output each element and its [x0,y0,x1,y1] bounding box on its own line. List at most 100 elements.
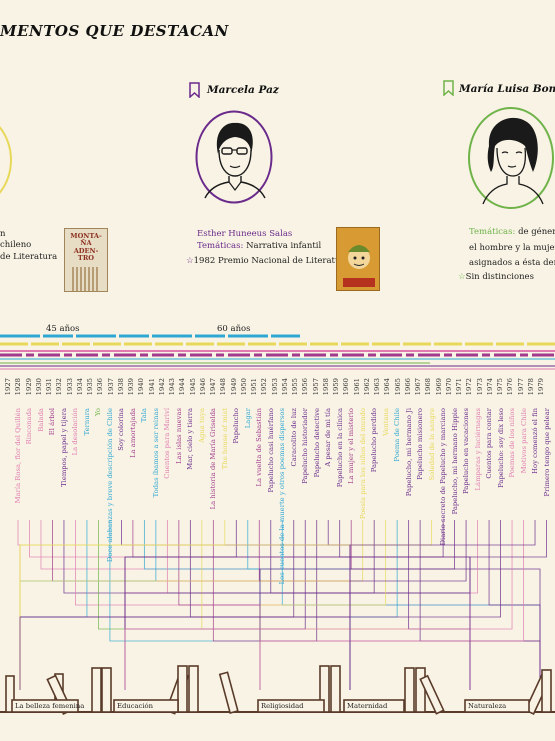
book-title: Lámparas y luciérnagas [473,408,482,491]
year-label-1956: 1956 [301,378,310,396]
book-title: Lagar [243,408,252,429]
connector-line [124,520,444,690]
year-label-1946: 1946 [198,378,207,396]
shelf-label-box [464,699,530,713]
year-label-1938: 1938 [116,378,125,396]
age-label-45: 45 años [46,324,80,334]
shelf-book-icon [419,674,445,715]
book-title: Poemas de los niños [508,408,517,478]
maria-tematicas-line2: el hombre y la mujer y lo [469,243,555,253]
book-title: Papelucho: soy dix leso [496,408,505,488]
shelf-label-box [343,699,405,713]
shelf-book-icon [177,665,188,713]
year-label-1971: 1971 [455,378,463,396]
book-title: La desolación [71,408,80,456]
left-profile-line3: de Literatura [0,252,58,262]
shelf-book-icon [218,671,239,715]
year-label-1935: 1935 [86,378,94,396]
left-profile-partial [0,112,14,207]
book-title: Tiempos, papel y tijera [59,408,68,487]
book-title: Cuentos para Mariví [163,408,172,479]
book-title: Los cuentos de la muerte y otros poemas … [278,408,287,585]
book-title: Papelucho historiador [301,408,310,484]
year-label-1950: 1950 [239,378,248,396]
year-label-1927: 1927 [4,378,12,396]
year-label-1942: 1942 [157,378,166,396]
shelf-book-icon [415,667,426,713]
year-label-1943: 1943 [168,378,176,396]
year-label-1953: 1953 [270,378,279,396]
year-label-1945: 1945 [188,378,197,396]
connector-line [488,520,541,690]
shelf-book-icon [188,665,199,713]
shelf-book-icon [91,667,102,713]
connector-line [469,520,547,690]
year-label-1960: 1960 [342,378,351,396]
maria-luisa-bombal-name: María Luisa Bombal [459,83,555,95]
year-label-1955: 1955 [291,378,299,396]
left-profile-line2: chileno [0,240,32,250]
year-label-1937: 1937 [106,378,115,396]
connector-line [124,520,513,690]
shelf-label-2: Educación [117,702,153,710]
maria-tematicas: Temáticas: de género rel [469,227,555,237]
year-label-1940: 1940 [137,378,146,396]
book-title: Papelucho detective [312,408,321,478]
book-title: Motivos para Chile [519,408,528,474]
shelf-book-icon [404,667,415,713]
age-label-60: 60 años [217,324,251,334]
year-label-1939: 1939 [127,378,135,396]
connector-line [349,520,536,690]
book-title: Tala [140,408,149,423]
shelf-book-icon [101,667,112,713]
year-label-1965: 1965 [393,378,402,396]
book-title: Mar, cielo y tierra [186,408,195,470]
book-title: Diario secreto de Papelucho y marciano [439,408,448,546]
book-title: Ternura [82,408,91,436]
book-title: Papelucho misionero [416,408,425,480]
year-label-1928: 1928 [14,378,23,396]
year-label-1977: 1977 [516,378,525,396]
year-label-1949: 1949 [229,378,238,396]
year-label-1931: 1931 [45,378,53,396]
year-label-1930: 1930 [34,378,43,396]
book-cover-papelucho [336,227,380,291]
star-icon: ☆ [186,256,194,266]
year-label-1973: 1973 [475,378,484,396]
book-title: Doce alabanzas y breve descripción de Ch… [105,408,114,563]
book-title: La mujer y el misterio [347,408,356,484]
year-label-1959: 1959 [332,378,340,396]
shelf-book-icon [541,669,552,713]
book-cover-montana-adentro: MONTA-ÑA ADEN-TRO [64,228,108,292]
book-title: Papelucho, mi hermano Ji [404,408,413,497]
book-title: Ventana [381,408,390,436]
book-title: A pesar de mi tía [324,408,333,467]
year-label-1936: 1936 [96,378,105,396]
marcela-paz-portrait [195,110,273,204]
year-label-1970: 1970 [444,378,453,396]
year-label-1966: 1966 [403,378,412,396]
year-label-1944: 1944 [178,378,187,396]
year-label-1979: 1979 [537,378,545,396]
year-label-1963: 1963 [373,378,381,396]
book-title: La vuelta de Sebastián [255,408,264,487]
book-title: Papelucho, mi hermano Hippie [450,408,459,515]
year-label-1958: 1958 [321,378,330,396]
shelf-label-3: Religiosidad [261,702,304,710]
shelf-label-4: Maternidad [347,702,388,710]
year-label-1957: 1957 [311,378,320,396]
year-label-1964: 1964 [383,378,392,396]
left-profile-line1: n [0,229,6,239]
year-label-1933: 1933 [65,378,74,396]
shelf-label-box [257,699,325,713]
year-label-1934: 1934 [75,378,84,396]
book-title: The house of mist [220,408,229,470]
year-label-1929: 1929 [24,378,33,396]
shelf-label-box [113,699,179,713]
shelf-label-box [11,699,79,713]
book-title: Papelucho perdido [370,408,379,473]
year-label-1961: 1961 [352,378,361,396]
shelf-label-1: La belleza femenina [15,702,85,710]
year-label-1968: 1968 [424,378,433,396]
shelf-book-icon [330,665,341,713]
